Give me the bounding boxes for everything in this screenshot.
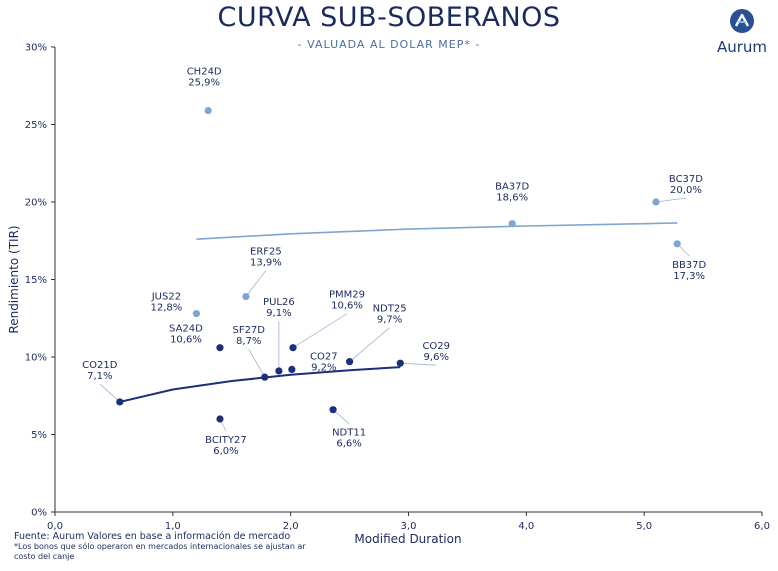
label-name-bc37d: BC37D [669,174,703,185]
dark-trend-line [119,366,401,403]
label-value-bc37d: 20,0% [670,185,702,196]
point-ch24d [204,106,212,115]
point-bcity27 [216,415,224,423]
logo-text: Aurum [716,38,768,56]
x-tick-label: 2,0 [283,521,299,532]
point-pul26 [275,367,283,375]
label-value-ndt25: 9,7% [377,315,402,326]
label-name-pmm29: PMM29 [329,290,365,301]
y-axis-title: Rendimiento (TIR) [7,225,21,333]
point-co29 [396,359,404,367]
label-name-ndt11: NDT11 [332,428,366,439]
y-tick-label: 10% [25,353,47,364]
point-erf25 [242,292,250,301]
aurum-logo: Aurum [712,8,772,56]
label-value-sf27d: 8,7% [236,336,261,347]
label-value-jus22: 12,8% [151,303,183,314]
label-value-ch24d: 25,9% [188,78,220,89]
leader-sf27d [248,348,266,378]
label-name-sf27d: SF27D [232,325,265,336]
y-tick-label: 5% [31,430,47,441]
label-value-co29: 9,6% [424,352,449,363]
data-points [116,106,681,423]
point-ndt11 [329,406,337,414]
y-tick-label: 15% [25,275,47,286]
point-sa24d [216,344,224,352]
label-value-pmm29: 10,6% [331,301,363,312]
point-ndt25 [345,358,354,366]
footer-source: Fuente: Aurum Valores en base a informac… [14,531,291,542]
label-value-erf25: 13,9% [250,258,282,269]
x-tick-label: 4,0 [518,521,534,532]
y-tick-label: 0% [31,508,47,519]
label-name-ba37d: BA37D [495,182,529,193]
label-value-co27: 9,2% [311,362,336,373]
leader-co29 [400,362,437,366]
label-name-co29: CO29 [422,341,450,352]
label-name-ndt25: NDT25 [373,304,407,315]
label-name-bcity27: BCITY27 [205,435,247,446]
point-co21d [116,398,124,406]
x-tick-label: 3,0 [401,521,417,532]
chart-subtitle: - VALUADA AL DOLAR MEP* - [297,38,481,51]
label-name-pul26: PUL26 [263,297,295,308]
label-value-co21d: 7,1% [87,371,112,382]
point-bc37d [652,198,660,206]
label-name-bb37d: BB37D [672,260,706,271]
leader-co21d [99,383,121,403]
leader-erf25 [245,270,267,297]
point-ba37d [508,220,516,228]
point-pmm29 [289,344,297,352]
label-name-sa24d: SA24D [169,324,203,335]
leader-bc37d [655,197,687,203]
leader-ndt25 [349,327,390,362]
label-name-erf25: ERF25 [250,247,282,258]
aurum-logo-icon [730,9,754,33]
point-sf27d [261,373,269,381]
label-name-co21d: CO21D [82,360,118,371]
x-tick-label: 0,0 [47,521,63,532]
point-co27 [288,365,296,373]
chart-footer: Fuente: Aurum Valores en base a informac… [14,531,329,562]
x-tick-label: 1,0 [165,521,181,532]
footer-note: *Los bonos que sólo operaron en mercados… [14,542,306,561]
y-tick-label: 25% [25,120,47,131]
label-value-ba37d: 18,6% [496,193,528,204]
label-name-jus22: JUS22 [151,292,181,303]
point-bb37d [673,240,681,248]
light-trend-line [196,222,678,240]
label-value-bb37d: 17,3% [673,271,705,282]
leader-pmm29 [292,313,348,349]
x-tick-label: 6,0 [754,521,770,532]
y-tick-label: 20% [25,198,47,209]
chart-title: CURVA SUB-SOBERANOS [217,2,561,33]
label-value-ndt11: 6,6% [336,439,361,450]
point-jus22 [192,310,200,318]
label-name-co27: CO27 [310,351,338,362]
data-labels: CO21D7,1%SA24D10,6%BCITY276,0%SF27D8,7%P… [82,67,706,457]
label-value-pul26: 9,1% [266,308,291,319]
x-tick-label: 5,0 [636,521,652,532]
label-value-sa24d: 10,6% [170,335,202,346]
chart-axes: 0% 5% 10% 15% 20% 25% 30% 0,0 1,0 2,0 3,0 4,0 5,0 6,0… [7,43,770,547]
y-tick-label: 30% [25,43,47,54]
x-axis-title: Modified Duration [354,532,461,546]
label-name-ch24d: CH24D [187,67,222,78]
label-value-bcity27: 6,0% [213,446,238,457]
